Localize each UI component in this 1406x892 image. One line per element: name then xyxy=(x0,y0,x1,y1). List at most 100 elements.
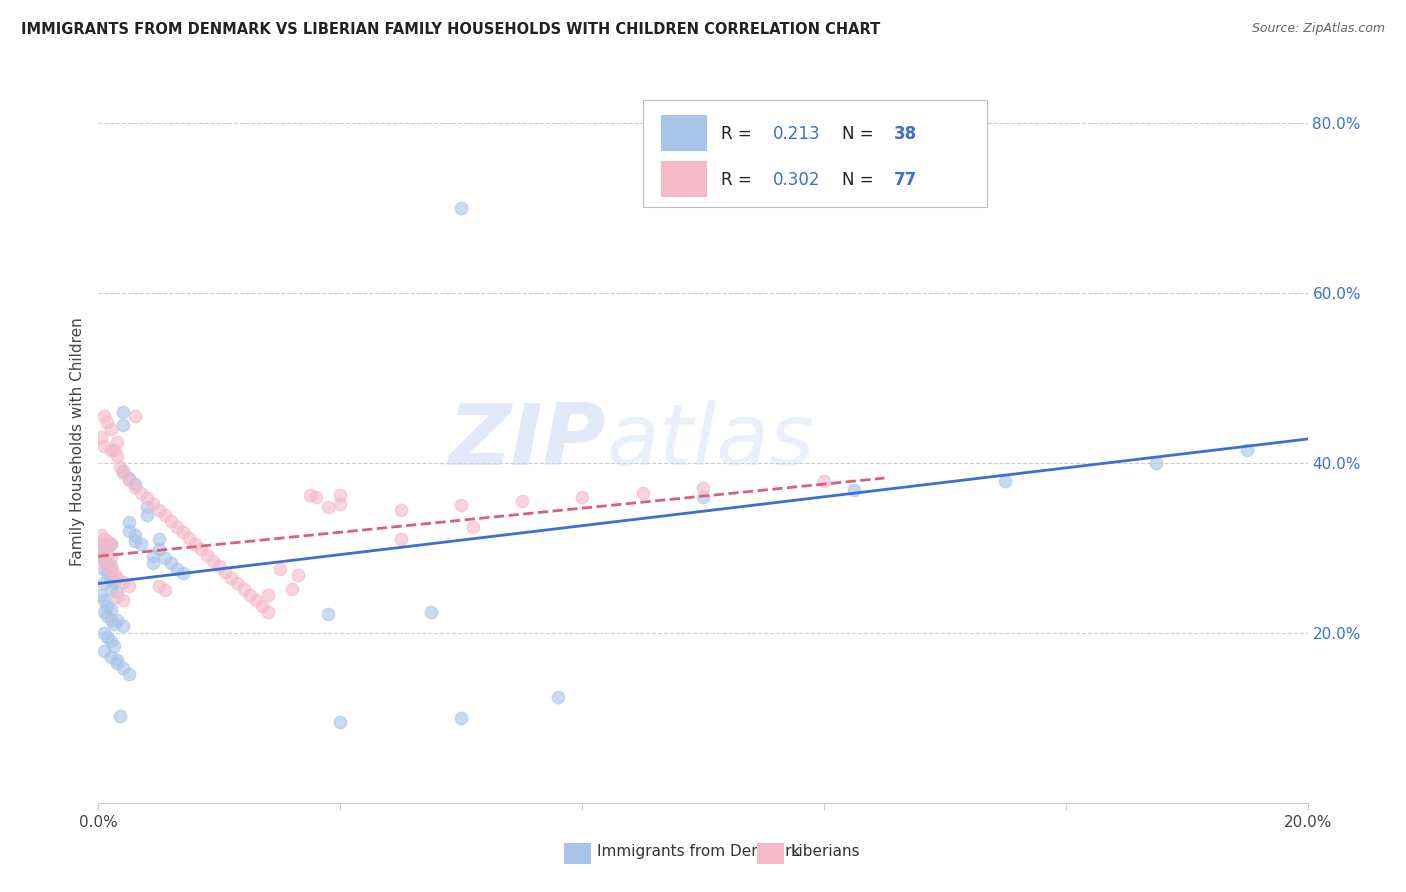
Point xyxy=(111,466,134,480)
Point xyxy=(256,605,278,619)
Point xyxy=(93,553,115,567)
Point xyxy=(93,593,115,607)
Text: IMMIGRANTS FROM DENMARK VS LIBERIAN FAMILY HOUSEHOLDS WITH CHILDREN CORRELATION : IMMIGRANTS FROM DENMARK VS LIBERIAN FAMI… xyxy=(21,22,880,37)
Point xyxy=(100,613,122,627)
Text: 0.302: 0.302 xyxy=(773,171,821,189)
Point xyxy=(105,656,128,670)
Text: N =: N = xyxy=(842,171,879,189)
Point xyxy=(994,475,1017,489)
Point xyxy=(316,500,339,514)
Point xyxy=(105,585,128,599)
Point xyxy=(245,593,267,607)
Point xyxy=(239,588,262,602)
Point xyxy=(93,562,115,576)
Point xyxy=(250,599,273,613)
Point xyxy=(118,473,141,487)
Point xyxy=(100,443,122,458)
Point xyxy=(118,524,141,538)
Point xyxy=(316,607,339,621)
Point xyxy=(148,502,170,516)
Point xyxy=(108,709,131,723)
Point xyxy=(256,588,278,602)
Point xyxy=(190,542,212,557)
Text: 77: 77 xyxy=(894,171,917,189)
Text: ZIP: ZIP xyxy=(449,400,606,483)
Point xyxy=(214,565,236,579)
Text: R =: R = xyxy=(721,171,758,189)
Point xyxy=(93,541,115,555)
Point xyxy=(166,562,188,576)
Point xyxy=(100,559,122,574)
Point xyxy=(105,613,128,627)
Text: 38: 38 xyxy=(894,125,917,143)
Point xyxy=(90,541,112,555)
Point xyxy=(305,490,328,504)
Text: Liberians: Liberians xyxy=(790,845,859,859)
Point xyxy=(135,491,157,506)
Point xyxy=(111,417,134,432)
Point xyxy=(1144,456,1167,470)
Point xyxy=(389,502,412,516)
Point xyxy=(226,576,249,591)
Point xyxy=(1236,443,1258,458)
Point xyxy=(93,533,115,547)
Point xyxy=(100,536,122,550)
Point xyxy=(103,443,125,458)
Point xyxy=(124,480,146,494)
Point xyxy=(93,644,115,658)
Point xyxy=(96,558,118,572)
Point xyxy=(329,714,352,729)
Point xyxy=(692,481,714,495)
Point xyxy=(96,556,118,570)
Point xyxy=(420,605,443,619)
Point xyxy=(450,498,472,512)
Point xyxy=(547,690,569,704)
Point xyxy=(124,409,146,423)
Point xyxy=(111,574,134,589)
Point xyxy=(571,490,593,504)
Point xyxy=(631,485,654,500)
Point xyxy=(142,497,165,511)
Point xyxy=(166,519,188,533)
Point xyxy=(118,516,141,530)
Text: Immigrants from Denmark: Immigrants from Denmark xyxy=(596,845,800,859)
Point xyxy=(450,711,472,725)
Point xyxy=(142,556,165,570)
Point xyxy=(111,593,134,607)
Point xyxy=(153,583,176,598)
Point xyxy=(100,551,122,566)
Point xyxy=(118,666,141,681)
Point xyxy=(105,590,128,604)
Point xyxy=(96,415,118,429)
Point xyxy=(90,588,112,602)
Text: 0.213: 0.213 xyxy=(773,125,821,143)
Point xyxy=(221,570,243,584)
Point xyxy=(208,559,231,574)
Point xyxy=(96,608,118,623)
Text: Source: ZipAtlas.com: Source: ZipAtlas.com xyxy=(1251,22,1385,36)
Point xyxy=(111,405,134,419)
Point xyxy=(90,430,112,444)
Point xyxy=(195,548,218,562)
Point xyxy=(100,649,122,664)
Point xyxy=(96,542,118,557)
Point xyxy=(389,533,412,547)
Point xyxy=(96,599,118,613)
Point xyxy=(105,434,128,449)
Point xyxy=(103,566,125,581)
Point xyxy=(103,574,125,589)
Point xyxy=(105,449,128,463)
Point xyxy=(93,439,115,453)
FancyBboxPatch shape xyxy=(643,100,987,207)
Point xyxy=(172,566,194,581)
Point xyxy=(329,497,352,511)
Point xyxy=(111,661,134,675)
Point xyxy=(90,528,112,542)
Point xyxy=(100,570,122,584)
Point xyxy=(93,409,115,423)
Point xyxy=(129,536,152,550)
Point xyxy=(184,536,207,550)
Point xyxy=(202,553,225,567)
Point xyxy=(329,488,352,502)
Point xyxy=(692,490,714,504)
